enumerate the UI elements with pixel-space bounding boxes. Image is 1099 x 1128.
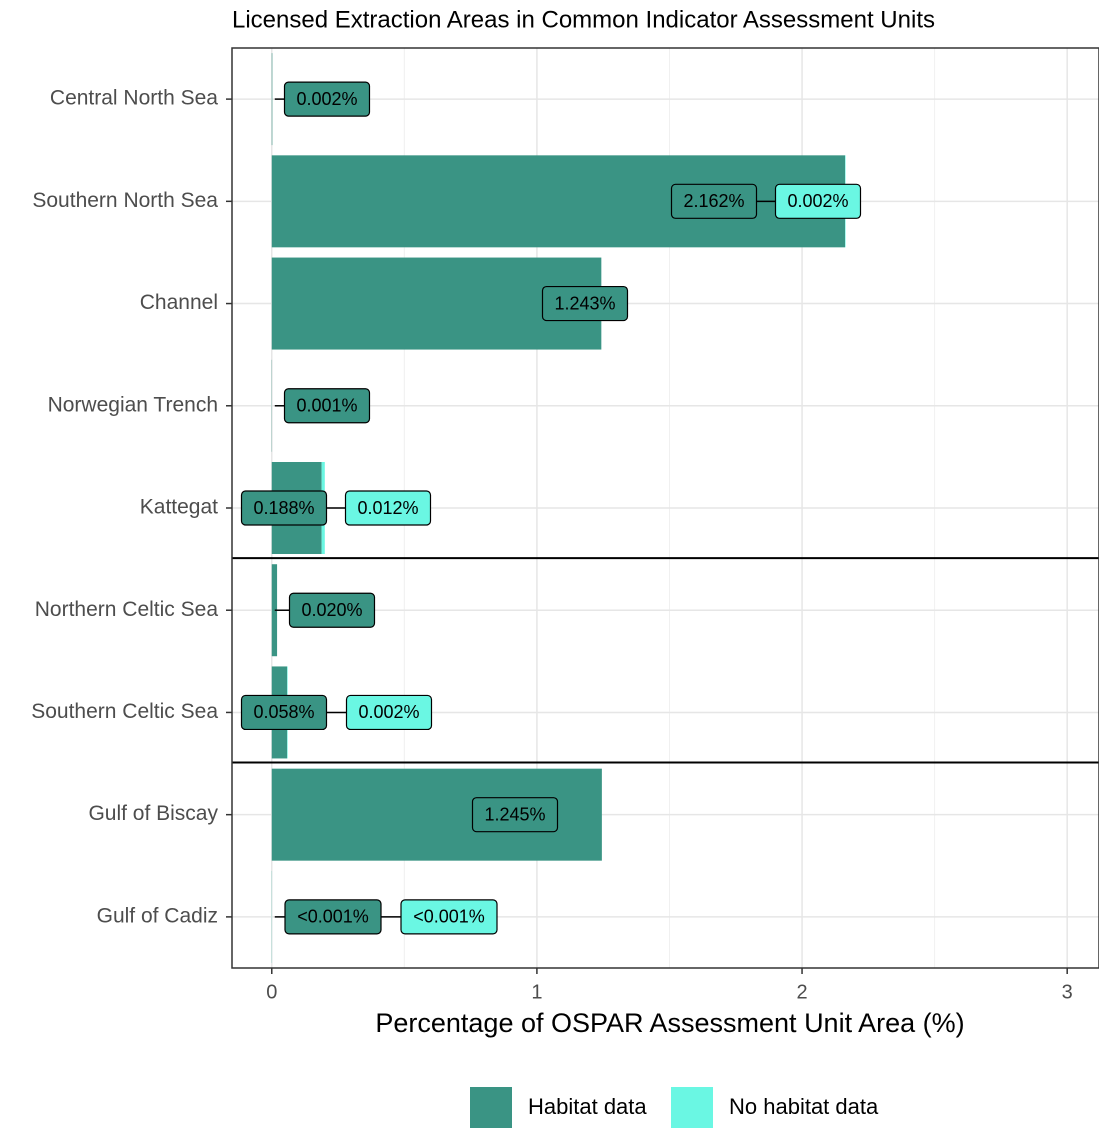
y-tick-label: Gulf of Biscay — [88, 802, 218, 825]
value-label: 0.002% — [787, 191, 848, 211]
value-label: 0.012% — [357, 498, 418, 518]
legend-label: No habitat data — [729, 1094, 879, 1119]
value-label: 0.188% — [253, 498, 314, 518]
value-label: 0.002% — [358, 702, 419, 722]
label-box — [471, 797, 559, 833]
value-label: 0.058% — [253, 702, 314, 722]
value-label: 0.002% — [296, 89, 357, 109]
value-label: 1.245% — [484, 804, 545, 824]
y-tick-label: Southern North Sea — [32, 189, 218, 212]
chart-title: Licensed Extraction Areas in Common Indi… — [232, 6, 935, 33]
value-label: 0.020% — [301, 600, 362, 620]
panel-border — [231, 47, 1099, 969]
y-tick-label: Gulf of Cadiz — [97, 904, 218, 927]
value-label: 2.162% — [683, 191, 744, 211]
legend-label: Habitat data — [528, 1094, 647, 1119]
bar — [271, 53, 273, 146]
x-tick-label: 3 — [1062, 981, 1073, 1003]
x-tick-label: 0 — [266, 981, 277, 1003]
bar — [271, 564, 278, 657]
value-label: <0.001% — [297, 907, 369, 927]
value-label: <0.001% — [413, 907, 485, 927]
legend-key — [470, 1087, 512, 1128]
value-label: 0.001% — [296, 396, 357, 416]
y-tick-label: Northern Celtic Sea — [35, 598, 219, 621]
y-tick-label: Southern Celtic Sea — [31, 700, 218, 723]
x-tick-label: 2 — [796, 981, 807, 1003]
y-tick-label: Kattegat — [140, 496, 218, 519]
value-label: 1.243% — [554, 293, 615, 313]
y-tick-label: Channel — [140, 291, 218, 314]
label-box — [541, 285, 629, 322]
x-axis-title: Percentage of OSPAR Assessment Unit Area… — [375, 1008, 964, 1038]
legend-key — [671, 1087, 713, 1128]
y-tick-label: Central North Sea — [50, 87, 218, 110]
x-tick-label: 1 — [531, 981, 542, 1003]
y-tick-label: Norwegian Trench — [48, 393, 218, 416]
